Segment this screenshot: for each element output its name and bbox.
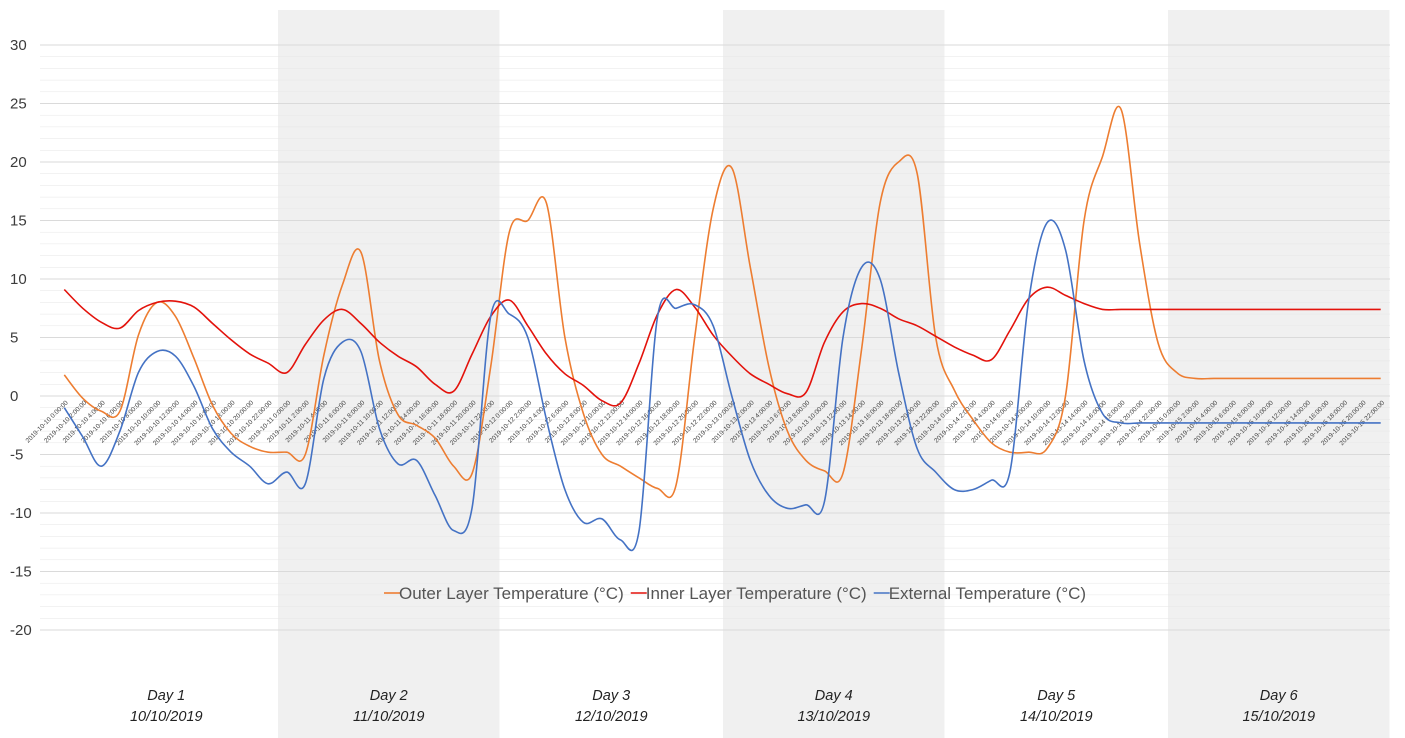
legend-label: Outer Layer Temperature (°C) xyxy=(399,584,624,603)
y-tick-label: -15 xyxy=(10,564,32,581)
day-date-label: 14/10/2019 xyxy=(1020,709,1093,725)
day-shade-band xyxy=(1168,10,1390,738)
day-number-label: Day 3 xyxy=(592,688,630,704)
y-tick-label: 0 xyxy=(10,388,18,405)
series-line-3 xyxy=(63,219,1381,552)
y-tick-label: 10 xyxy=(10,271,27,288)
day-date-label: 12/10/2019 xyxy=(575,709,648,725)
chart-legend: Outer Layer Temperature (°C) Inner Layer … xyxy=(384,584,1086,603)
day-date-label: 11/10/2019 xyxy=(353,709,425,725)
y-tick-label: -20 xyxy=(10,622,32,639)
series-line-1 xyxy=(63,105,1381,499)
day-labels: Day 1 10/10/2019 Day 2 11/10/2019 Day 3 12/10… xyxy=(130,688,1315,725)
day-date-label: 13/10/2019 xyxy=(797,709,870,725)
y-tick-label: 5 xyxy=(10,330,18,347)
y-tick-label: 15 xyxy=(10,213,27,230)
day-number-label: Day 2 xyxy=(370,688,408,704)
series-lines xyxy=(63,105,1381,552)
y-axis-tick-labels: -20 -15 -10 -5 0 5 10 15 20 25 30 xyxy=(10,37,32,639)
day-date-label: 15/10/2019 xyxy=(1242,709,1315,725)
gridlines xyxy=(40,44,1390,631)
day-number-label: Day 5 xyxy=(1037,688,1076,704)
day-number-label: Day 4 xyxy=(815,688,853,704)
legend-label: Inner Layer Temperature (°C) xyxy=(646,584,867,603)
y-tick-label: 30 xyxy=(10,37,27,54)
day-number-label: Day 6 xyxy=(1260,688,1299,704)
y-tick-label: -10 xyxy=(10,505,32,522)
y-tick-label: -5 xyxy=(10,447,23,464)
day-date-label: 10/10/2019 xyxy=(130,709,203,725)
day-number-label: Day 1 xyxy=(147,688,185,704)
day-shading xyxy=(278,10,1390,738)
y-tick-label: 20 xyxy=(10,154,27,171)
day-shade-band xyxy=(723,10,945,738)
y-tick-label: 25 xyxy=(10,96,27,113)
legend-label: External Temperature (°C) xyxy=(889,584,1086,603)
day-shade-band xyxy=(278,10,500,738)
series-line-2 xyxy=(63,286,1381,407)
